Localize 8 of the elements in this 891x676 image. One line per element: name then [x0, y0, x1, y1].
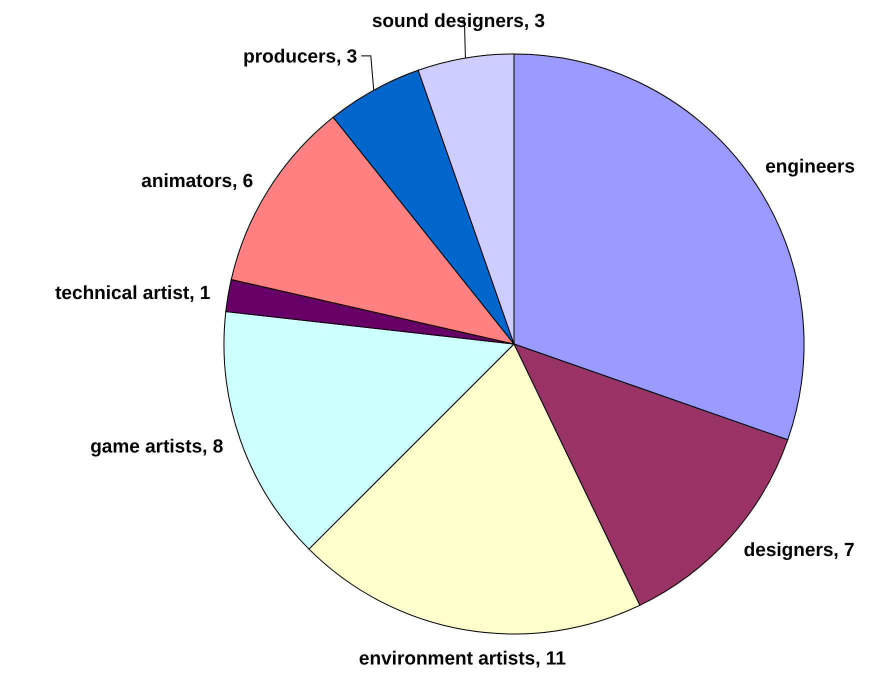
slice-label: designers, 7 — [744, 540, 855, 561]
slice-label: engineers — [765, 156, 855, 178]
slice-label: animators, 6 — [141, 170, 254, 192]
slice-label: environment artists, 11 — [358, 648, 566, 670]
slice-label: producers, 3 — [243, 46, 358, 68]
slice-label: game artists, 8 — [90, 436, 224, 458]
slice-label: sound designers, 3 — [372, 11, 545, 32]
slice-label: technical artist, 1 — [55, 283, 211, 304]
